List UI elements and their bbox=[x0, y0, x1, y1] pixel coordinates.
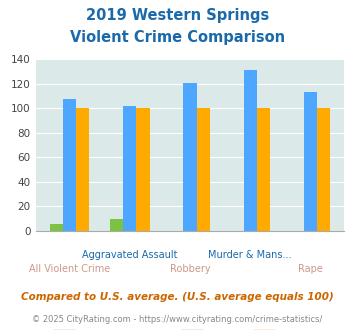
Text: Compared to U.S. average. (U.S. average equals 100): Compared to U.S. average. (U.S. average … bbox=[21, 292, 334, 302]
Text: Aggravated Assault: Aggravated Assault bbox=[82, 250, 178, 260]
Bar bbox=[317, 109, 330, 231]
Text: All Violent Crime: All Violent Crime bbox=[29, 264, 110, 274]
Bar bbox=[63, 99, 76, 231]
Text: Murder & Mans...: Murder & Mans... bbox=[208, 250, 292, 260]
Bar bbox=[110, 219, 123, 231]
Bar bbox=[183, 83, 197, 231]
Text: © 2025 CityRating.com - https://www.cityrating.com/crime-statistics/: © 2025 CityRating.com - https://www.city… bbox=[32, 315, 323, 324]
Bar bbox=[304, 92, 317, 231]
Bar bbox=[136, 109, 149, 231]
Text: Violent Crime Comparison: Violent Crime Comparison bbox=[70, 30, 285, 45]
Bar bbox=[244, 70, 257, 231]
Bar bbox=[50, 224, 63, 231]
Text: Rape: Rape bbox=[298, 264, 323, 274]
Bar bbox=[197, 109, 210, 231]
Bar bbox=[123, 106, 136, 231]
Legend: Western Springs, Illinois, National: Western Springs, Illinois, National bbox=[48, 326, 332, 330]
Bar bbox=[76, 109, 89, 231]
Bar bbox=[257, 109, 270, 231]
Text: Robbery: Robbery bbox=[170, 264, 210, 274]
Text: 2019 Western Springs: 2019 Western Springs bbox=[86, 8, 269, 23]
